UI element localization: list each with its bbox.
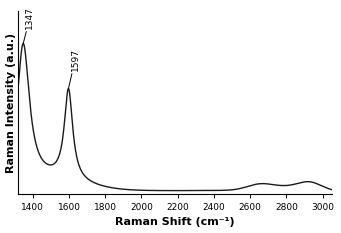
Y-axis label: Raman Intensity (a.u.): Raman Intensity (a.u.) <box>5 32 16 172</box>
Text: 1347: 1347 <box>23 6 34 44</box>
Text: 1597: 1597 <box>69 48 80 89</box>
X-axis label: Raman Shift (cm⁻¹): Raman Shift (cm⁻¹) <box>115 217 235 227</box>
